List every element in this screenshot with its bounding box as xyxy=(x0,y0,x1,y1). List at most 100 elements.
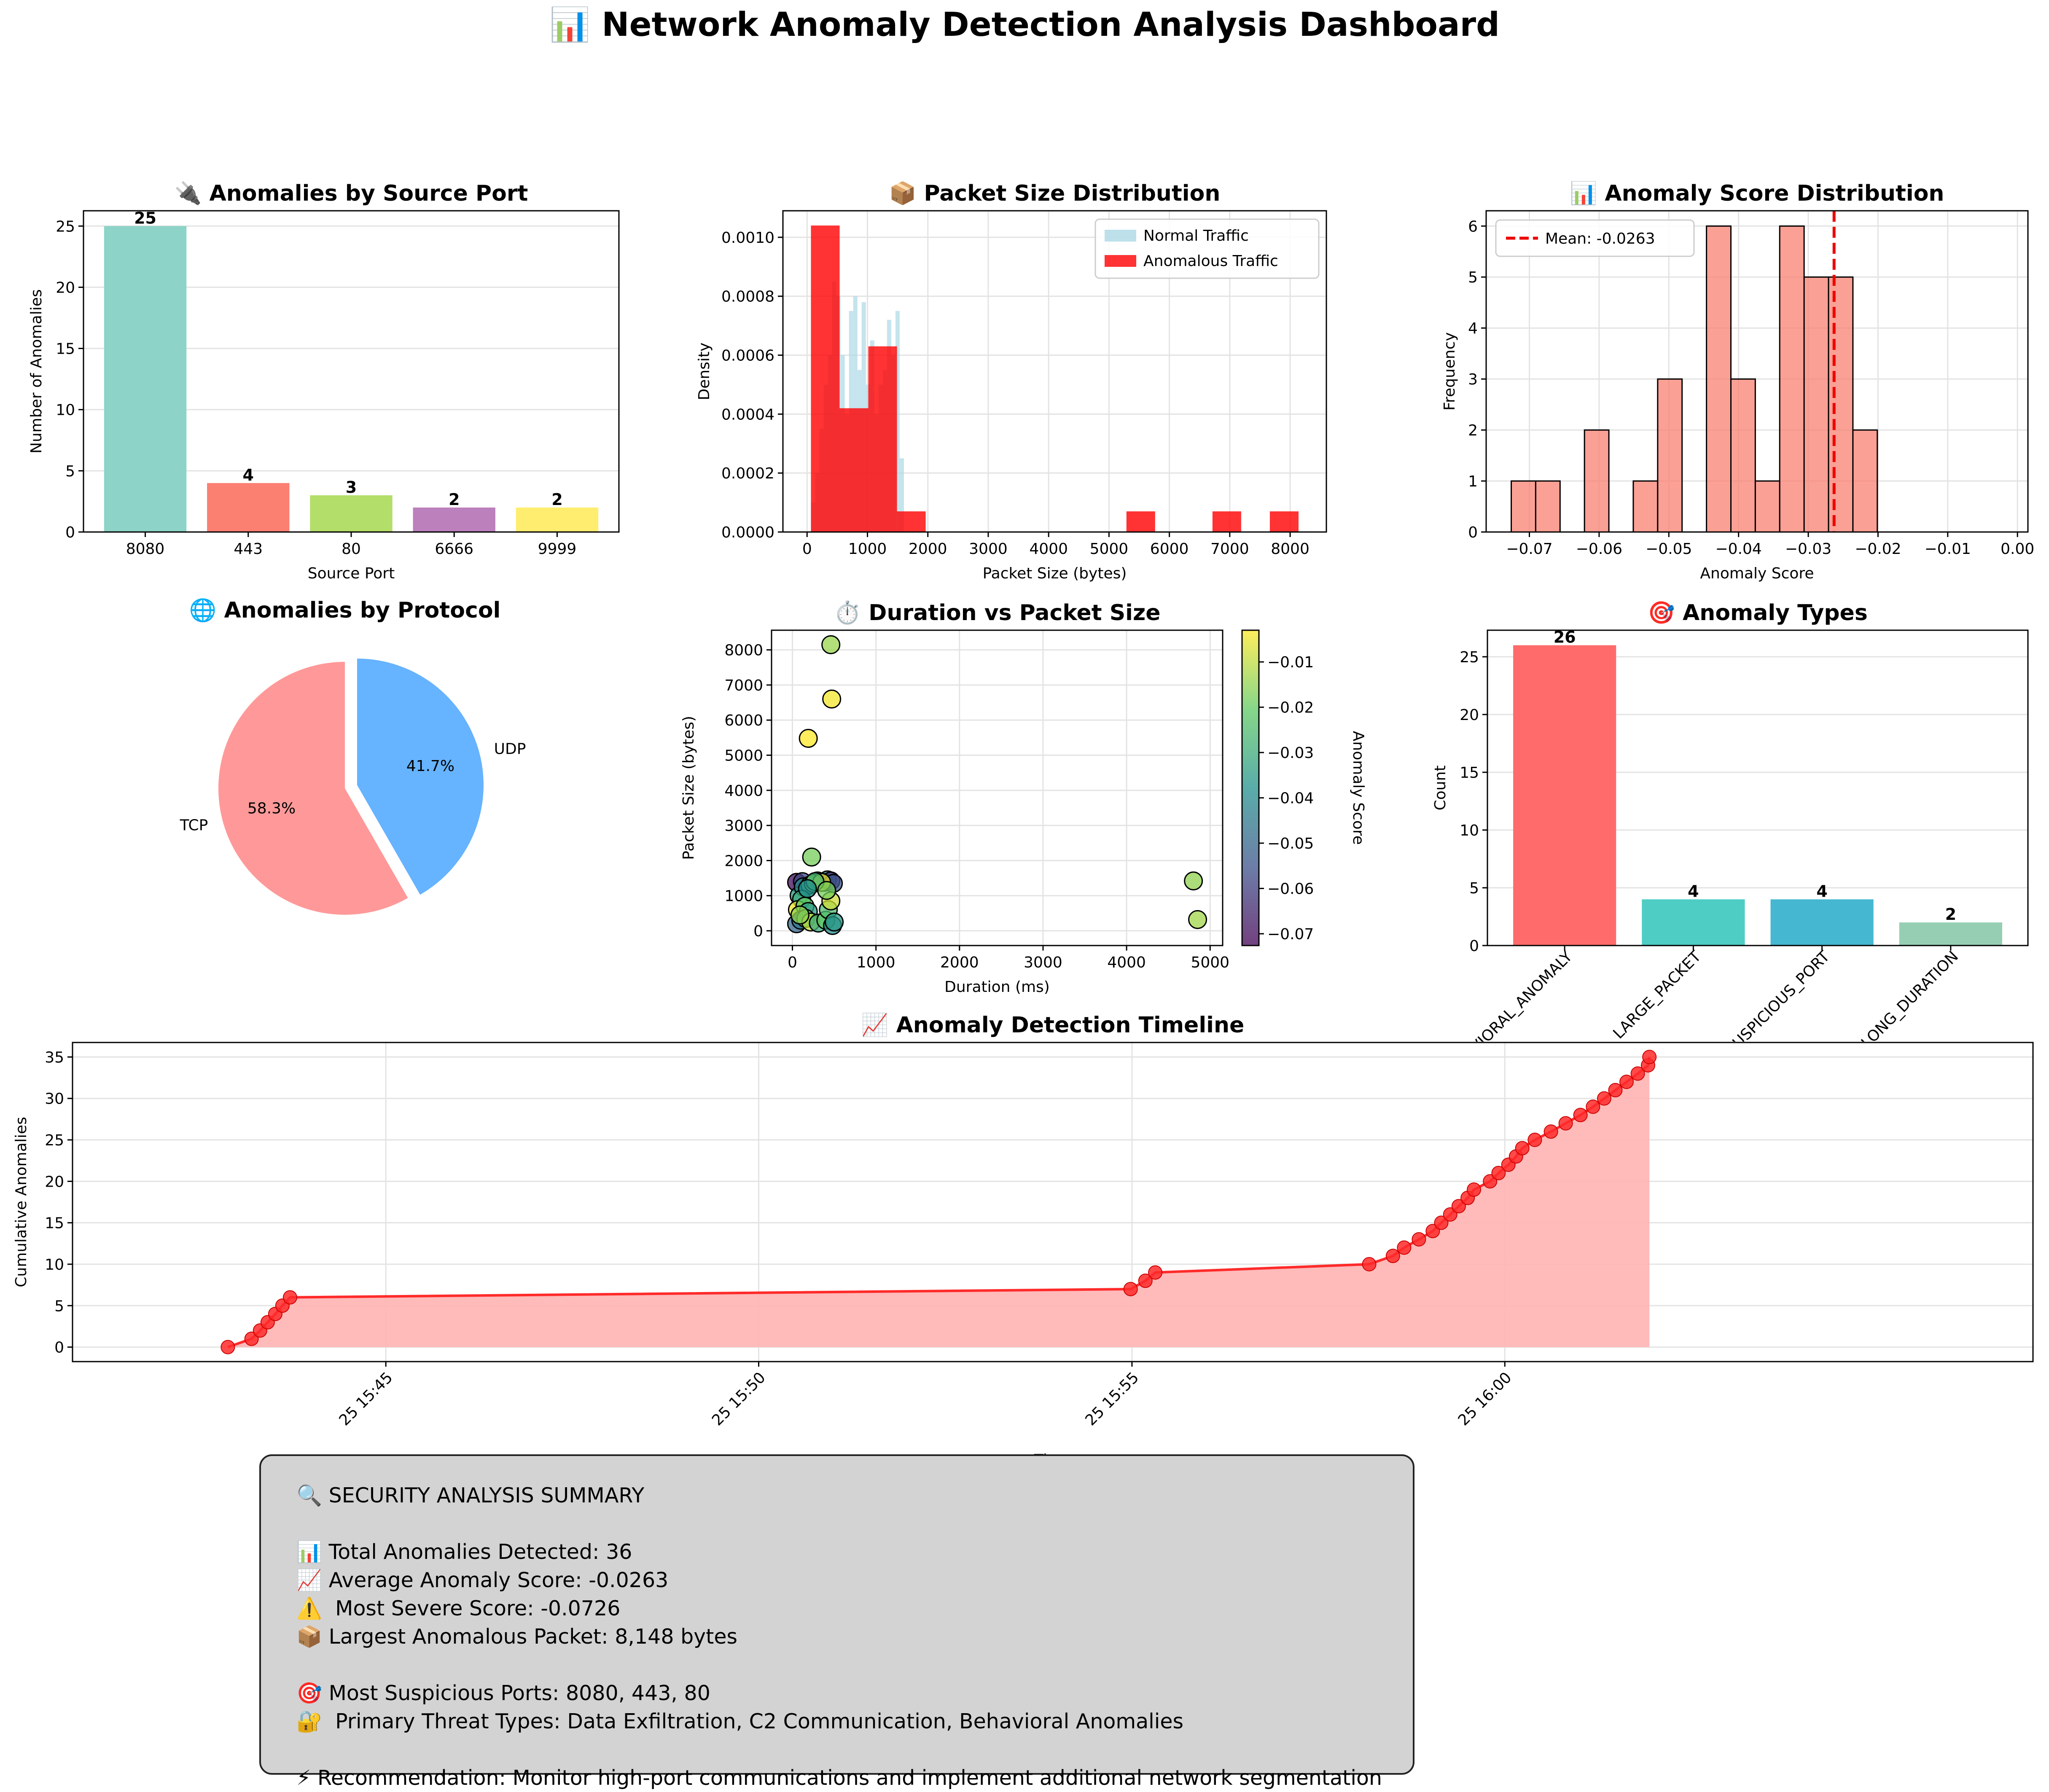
x-tick-label: −0.04 xyxy=(1716,540,1762,558)
timeline-point xyxy=(1148,1265,1163,1280)
chart-title: ⏱️ Duration vs Packet Size xyxy=(834,600,1160,626)
y-tick-label: 2000 xyxy=(724,852,763,870)
timeline-point xyxy=(1491,1166,1506,1180)
x-tick-label: −0.06 xyxy=(1576,540,1622,558)
bar-port-9999 xyxy=(516,507,599,532)
timeline-area xyxy=(228,1057,1650,1347)
bar-value-label: 25 xyxy=(134,209,156,227)
pie-pct-label: 41.7% xyxy=(406,758,454,775)
colorbar-tick-label: −0.02 xyxy=(1267,699,1314,717)
x-tick-label: 3000 xyxy=(969,540,1008,558)
legend-box xyxy=(1094,218,1320,279)
bar-value-label: 4 xyxy=(1816,882,1827,900)
y-axis-label: Density xyxy=(696,343,713,400)
y-tick-label: 0.0002 xyxy=(721,465,774,482)
y-tick-label: 0 xyxy=(1469,938,1479,955)
x-axis-label: Anomaly Score xyxy=(1700,565,1814,582)
bar-port-80 xyxy=(310,495,393,532)
y-tick-label: 5 xyxy=(1468,269,1478,286)
dashboard-title: 📊 Network Anomaly Detection Analysis Das… xyxy=(549,6,1500,44)
y-tick-label: 0.0008 xyxy=(721,288,774,306)
y-tick-label: 4 xyxy=(1468,320,1478,337)
y-tick-label: 6 xyxy=(1468,218,1478,235)
y-tick-label: 0 xyxy=(54,1339,64,1357)
x-tick-label: 1000 xyxy=(857,954,895,971)
y-tick-label: 1 xyxy=(1468,473,1478,490)
y-tick-label: 25 xyxy=(56,218,75,235)
timeline-point xyxy=(1397,1240,1412,1255)
y-axis-label: Frequency xyxy=(1441,332,1458,411)
y-tick-label: 4000 xyxy=(724,782,763,800)
y-tick-label: 30 xyxy=(45,1091,64,1108)
chart-anomaly-detection-timeline: 0 5 10 15 20 25 30 35 📈 Anomaly Detection Timeli… xyxy=(13,1012,2034,1469)
scatter-point xyxy=(798,879,817,898)
bar-type-large_packet xyxy=(1642,899,1745,946)
x-tick-label: LONG_DURATION xyxy=(1858,948,1962,1051)
summary-line: ⚠️ Most Severe Score: -0.0726 xyxy=(296,1596,621,1620)
normal-traffic-bin xyxy=(899,458,904,532)
timeline-point xyxy=(1558,1116,1573,1131)
colorbar-tick-label: −0.05 xyxy=(1267,835,1314,852)
y-tick-label: 15 xyxy=(1460,764,1479,782)
x-tick-label: 0.00 xyxy=(2001,540,2034,558)
y-tick-label: 5 xyxy=(1469,880,1479,897)
y-tick-label: 5 xyxy=(65,463,75,480)
legend: Normal Traffic Anomalous Traffic xyxy=(1094,218,1320,279)
pie-slice-tcp xyxy=(218,662,408,915)
bar-value-label: 26 xyxy=(1554,628,1576,647)
y-tick-label: 0 xyxy=(65,524,75,541)
x-tick-label: 5000 xyxy=(1090,540,1129,558)
x-axis-label: Duration (ms) xyxy=(944,978,1050,996)
summary-line: 🔍 SECURITY ANALYSIS SUMMARY xyxy=(296,1483,645,1507)
chart-title: 📊 Anomaly Score Distribution xyxy=(1570,180,1944,206)
legend-label: Normal Traffic xyxy=(1143,227,1249,244)
x-tick-label: 0 xyxy=(802,540,812,558)
scatter-point xyxy=(802,847,821,867)
x-tick-label: −0.01 xyxy=(1925,540,1971,558)
x-tick-label: 5000 xyxy=(1191,954,1229,971)
x-tick-label: 80 xyxy=(342,540,361,558)
x-tick-label: −0.07 xyxy=(1506,540,1552,558)
y-tick-label: 0 xyxy=(1468,524,1478,541)
x-tick-label: 0 xyxy=(788,954,797,971)
y-tick-label: 10 xyxy=(56,402,75,419)
y-axis-label: Packet Size (bytes) xyxy=(680,716,697,860)
scatter-point xyxy=(825,912,844,932)
legend: Mean: -0.0263 xyxy=(1495,219,1695,257)
security-summary-box: 🔍 SECURITY ANALYSIS SUMMARY 📊 Total Anom… xyxy=(259,1454,1414,1790)
score-bin xyxy=(1828,276,1854,533)
x-tick-label: 4000 xyxy=(1107,954,1146,971)
score-bin xyxy=(1584,429,1610,533)
score-bin xyxy=(1511,480,1536,533)
timeline-point xyxy=(1586,1099,1600,1114)
chart-anomalies-by-port: 25 4 3 2 2 8080 443 80 6666 9999 0 5 10 15 20 25 🔌 Anoma… xyxy=(28,180,620,582)
scatter-point xyxy=(821,635,841,654)
y-tick-label: 6000 xyxy=(724,712,763,729)
y-tick-label: 20 xyxy=(1460,707,1479,724)
timeline-point xyxy=(1138,1273,1153,1288)
x-tick-label: −0.05 xyxy=(1646,540,1692,558)
timeline-point xyxy=(1434,1215,1449,1230)
summary-line xyxy=(296,1736,1413,1764)
timeline-point xyxy=(1630,1066,1645,1081)
y-axis-label: Number of Anomalies xyxy=(28,289,45,454)
bar-port-443 xyxy=(207,483,290,532)
normal-traffic-bin xyxy=(895,311,900,532)
x-tick-label: 2000 xyxy=(909,540,947,558)
summary-line: 📊 Total Anomalies Detected: 36 xyxy=(296,1540,632,1564)
y-tick-label: 20 xyxy=(45,1173,64,1190)
bar-type-suspicious_port xyxy=(1770,899,1874,946)
x-tick-label: 2000 xyxy=(940,954,979,971)
x-tick-label: 1000 xyxy=(848,540,887,558)
x-tick-label: 443 xyxy=(234,540,263,558)
chart-title: 🎯 Anomaly Types xyxy=(1648,600,1868,626)
anomalous-traffic-bin xyxy=(1212,511,1241,532)
y-tick-label: 0.0010 xyxy=(721,229,774,247)
pie-slice-udp xyxy=(357,658,484,895)
timeline-point xyxy=(1597,1091,1611,1106)
timeline-point xyxy=(1543,1124,1558,1139)
colorbar-tick-label: −0.06 xyxy=(1267,881,1314,898)
scatter-point xyxy=(799,729,818,748)
timeline-point xyxy=(1451,1199,1466,1214)
timeline-point xyxy=(1515,1141,1530,1155)
